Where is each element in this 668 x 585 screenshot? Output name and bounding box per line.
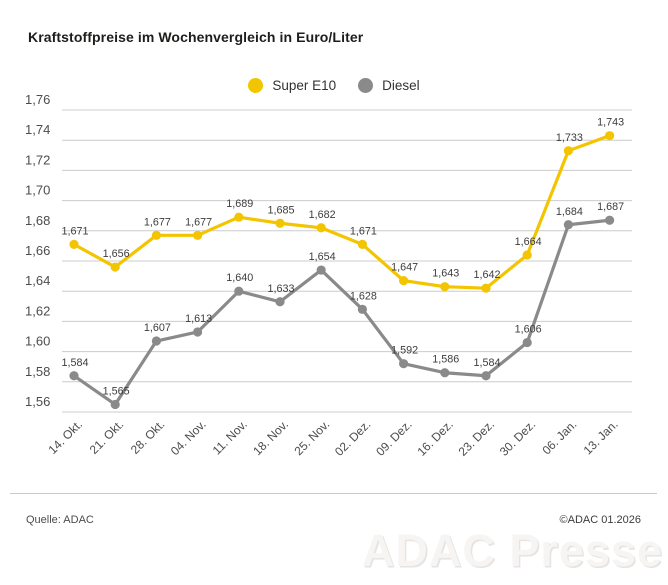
data-point-super-e10 <box>316 223 326 233</box>
data-point-super-e10 <box>234 212 244 222</box>
data-point-label-super-e10: 1,643 <box>432 268 459 280</box>
data-point-label-diesel: 1,654 <box>309 251 336 263</box>
data-point-label-super-e10: 1,677 <box>185 216 212 228</box>
data-point-label-diesel: 1,606 <box>515 324 542 336</box>
chart-title: Kraftstoffpreise im Wochenvergleich in E… <box>28 29 364 45</box>
y-tick-label: 1,62 <box>25 303 50 318</box>
x-tick-label: 16. Dez. <box>414 417 456 459</box>
data-point-label-super-e10: 1,656 <box>103 248 130 260</box>
data-point-diesel <box>522 337 532 348</box>
data-point-diesel <box>563 220 574 230</box>
y-tick-label: 1,56 <box>25 394 50 409</box>
data-point-diesel <box>193 327 203 337</box>
data-point-label-diesel: 1,640 <box>226 272 253 284</box>
data-point-diesel <box>151 336 161 346</box>
data-point-label-diesel: 1,586 <box>432 354 459 366</box>
legend-item-super-e10: Super E10 <box>248 78 336 93</box>
data-point-label-super-e10: 1,647 <box>391 262 418 274</box>
data-point-super-e10 <box>605 131 615 141</box>
data-point-label-super-e10: 1,664 <box>515 236 542 248</box>
y-tick-label: 1,58 <box>25 364 50 379</box>
data-point-super-e10 <box>481 283 491 293</box>
data-point-super-e10 <box>440 282 450 292</box>
data-point-super-e10 <box>110 262 120 272</box>
series-line-super-e10 <box>72 134 612 290</box>
diesel-color-dot-icon <box>358 78 374 93</box>
data-point-super-e10 <box>151 230 161 240</box>
x-tick-label: 02. Dez. <box>332 417 374 459</box>
y-tick-label: 1,68 <box>25 213 50 228</box>
data-point-super-e10 <box>399 276 409 286</box>
data-point-label-super-e10: 1,685 <box>267 204 294 216</box>
x-tick-label: 18. Nov. <box>250 417 291 458</box>
y-tick-label: 1,76 <box>25 92 50 107</box>
data-point-label-diesel: 1,592 <box>391 345 418 357</box>
x-tick-label: 28. Okt. <box>128 417 168 457</box>
legend: Super E10 Diesel <box>0 78 668 93</box>
data-point-super-e10 <box>357 239 367 249</box>
x-tick-label: 04. Nov. <box>168 417 209 458</box>
data-point-diesel <box>110 399 120 410</box>
y-tick-label: 1,66 <box>25 243 50 258</box>
data-point-diesel <box>440 368 450 378</box>
data-point-diesel <box>275 297 285 307</box>
data-point-label-diesel: 1,613 <box>185 313 212 325</box>
data-point-label-super-e10: 1,733 <box>556 132 583 144</box>
x-tick-label: 09. Dez. <box>373 417 415 459</box>
data-point-super-e10 <box>563 146 574 156</box>
y-tick-label: 1,64 <box>25 273 50 288</box>
x-tick-label: 21. Okt. <box>87 417 127 457</box>
x-tick-label: 06. Jan. <box>539 417 579 457</box>
data-point-label-super-e10: 1,682 <box>309 209 336 221</box>
data-point-label-diesel: 1,607 <box>144 322 171 334</box>
data-point-label-super-e10: 1,671 <box>61 225 88 237</box>
data-point-diesel <box>399 359 409 369</box>
data-point-diesel <box>357 304 367 314</box>
watermark: ADAC Presse <box>361 525 663 576</box>
data-point-super-e10 <box>69 239 79 249</box>
y-tick-label: 1,72 <box>25 152 50 167</box>
data-point-diesel <box>316 265 326 275</box>
data-point-label-diesel: 1,565 <box>103 385 130 397</box>
source-note: Quelle: ADAC <box>26 514 94 526</box>
data-point-diesel <box>69 371 79 381</box>
data-point-label-diesel: 1,628 <box>350 290 377 302</box>
super-e10-color-dot-icon <box>248 78 264 93</box>
data-point-label-diesel: 1,687 <box>597 201 624 213</box>
x-tick-label: 25. Nov. <box>291 417 332 458</box>
data-point-super-e10 <box>193 230 203 240</box>
data-point-label-diesel: 1,584 <box>61 357 88 369</box>
x-tick-label: 23. Dez. <box>456 417 498 459</box>
x-tick-label: 11. Nov. <box>210 417 250 457</box>
data-point-label-super-e10: 1,677 <box>144 216 171 228</box>
data-point-label-super-e10: 1,642 <box>473 269 500 281</box>
y-tick-label: 1,70 <box>25 183 50 198</box>
series-line-diesel <box>72 218 612 407</box>
y-tick-label: 1,60 <box>25 334 50 349</box>
data-point-diesel <box>234 286 244 296</box>
data-point-diesel <box>481 371 491 381</box>
copyright-note: ©ADAC 01.2026 <box>559 514 642 526</box>
data-point-label-super-e10: 1,671 <box>350 225 377 237</box>
x-tick-label: 13. Jan. <box>581 417 621 457</box>
x-tick-label: 30. Dez. <box>497 417 539 459</box>
data-point-label-diesel: 1,633 <box>267 283 294 295</box>
data-point-label-diesel: 1,684 <box>556 206 583 218</box>
legend-label-diesel: Diesel <box>382 78 420 93</box>
x-tick-label: 14. Okt. <box>46 417 86 457</box>
y-tick-label: 1,74 <box>25 122 50 137</box>
data-point-super-e10 <box>275 218 285 228</box>
legend-label-super-e10: Super E10 <box>272 78 337 93</box>
data-point-label-diesel: 1,584 <box>473 357 500 369</box>
footer-divider <box>10 493 657 494</box>
legend-item-diesel: Diesel <box>358 78 420 93</box>
data-point-super-e10 <box>522 250 532 260</box>
data-point-label-super-e10: 1,743 <box>597 117 624 129</box>
data-point-diesel <box>605 215 615 225</box>
fuel-price-line-chart: 1,76 1,74 1,72 1,70 1,68 1,66 1,64 1,62 1,60 1,58… <box>25 92 632 459</box>
data-point-label-super-e10: 1,689 <box>226 198 253 210</box>
